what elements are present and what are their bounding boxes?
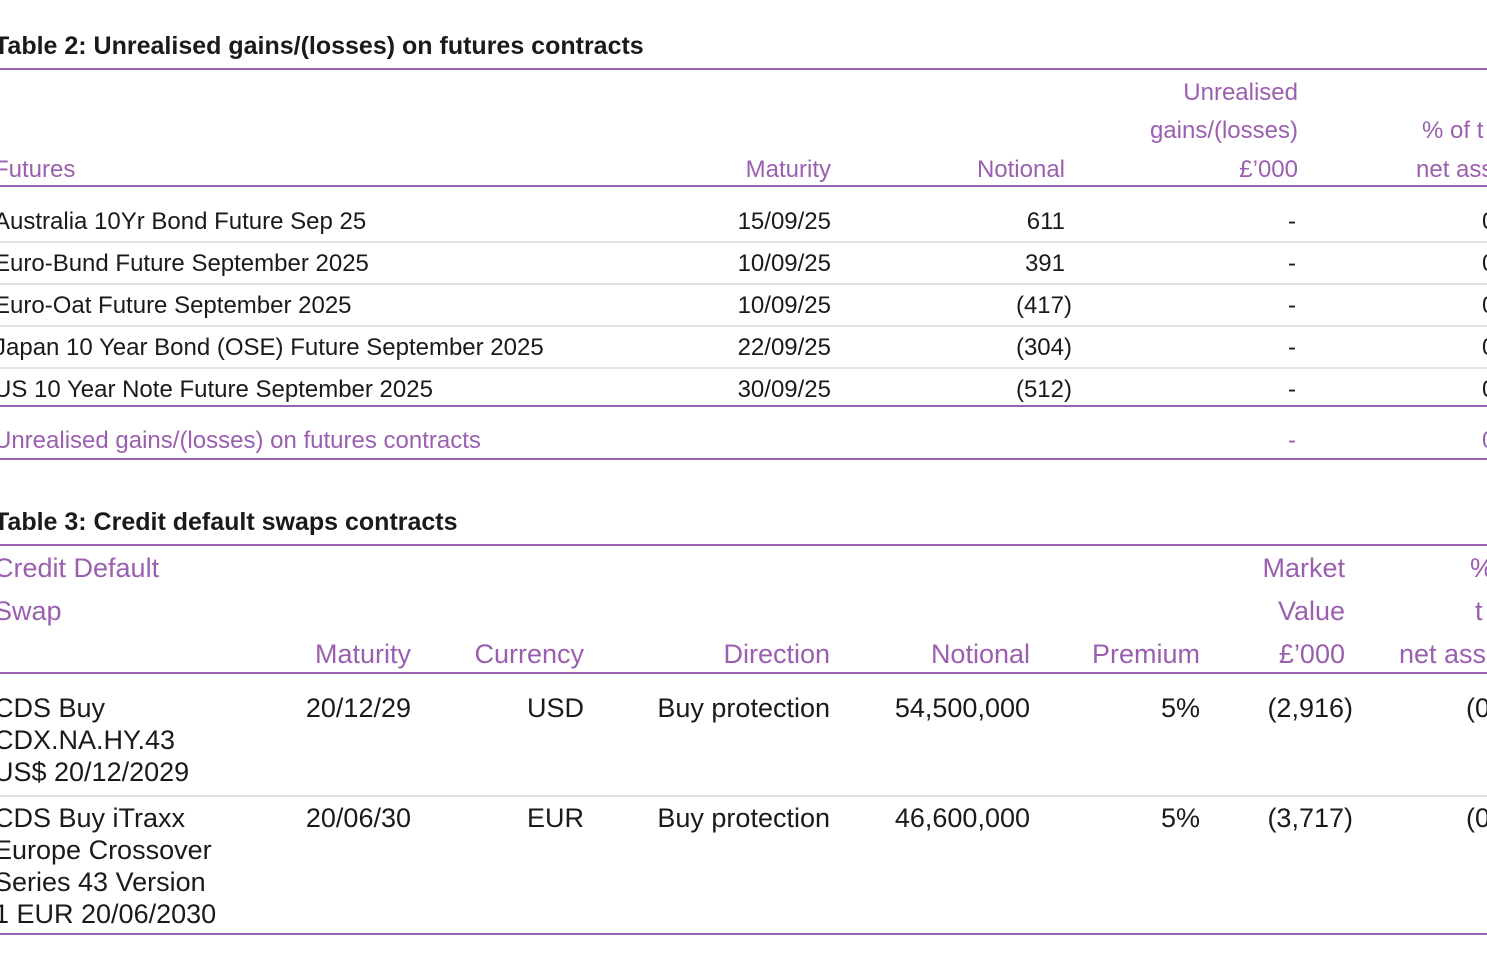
row-name-line: CDS Buy iTraxx: [0, 803, 186, 833]
table2-bottom-rule: [0, 458, 1487, 460]
row-notional: (417): [1015, 292, 1072, 319]
table2-header-unrealised-3: £’000: [1239, 156, 1298, 183]
row-name-line: CDS Buy: [0, 693, 106, 723]
row-notional: (512): [1015, 376, 1072, 403]
table3-header-notional: Notional: [930, 639, 1030, 669]
row-pct: 0: [1482, 292, 1487, 320]
row-name: Japan 10 Year Bond (OSE) Future Septembe…: [0, 334, 544, 361]
total-label: Unrealised gains/(losses) on futures con…: [0, 427, 481, 454]
table3-header-rule: [0, 672, 1487, 674]
row-maturity: 20/12/29: [305, 693, 411, 723]
row-notional: 54,500,000: [894, 693, 1030, 723]
row-currency: USD: [526, 693, 584, 723]
row-divider: [0, 795, 1487, 797]
row-name-line: US$ 20/12/2029: [0, 757, 190, 787]
table3-header-mv-3: £’000: [1278, 639, 1345, 669]
row-premium: 5%: [1160, 693, 1200, 723]
row-pct: 0: [1482, 334, 1487, 362]
table3-header-cds-2: Swap: [0, 596, 62, 626]
table2-header-futures: Futures: [0, 156, 76, 183]
row-unrealised: -: [1288, 208, 1296, 235]
row-direction: Buy protection: [657, 803, 830, 833]
row-name-line: 1 EUR 20/06/2030: [0, 899, 217, 929]
table2-header-notional: Notional: [976, 156, 1065, 183]
table2-top-rule: [0, 68, 1487, 70]
row-name: Euro-Oat Future September 2025: [0, 292, 352, 319]
row-unrealised: -: [1288, 334, 1296, 361]
table2-title: Table 2: Unrealised gains/(losses) on fu…: [0, 32, 644, 60]
table3-header-cds-1: Credit Default: [0, 553, 160, 583]
row-notional: 611: [1026, 208, 1065, 235]
row-maturity: 10/09/25: [737, 292, 831, 319]
row-pct: 0: [1482, 208, 1487, 236]
table3-header-currency: Currency: [474, 639, 584, 669]
table2-header-unrealised-2: gains/(losses): [1149, 117, 1298, 144]
table2-header-maturity: Maturity: [745, 156, 831, 183]
row-currency: EUR: [526, 803, 584, 833]
row-market-value: (2,916): [1267, 693, 1353, 723]
row-pct: 0: [1482, 250, 1487, 278]
row-unrealised: -: [1288, 292, 1296, 319]
table3-total-top-rule: [0, 933, 1487, 935]
row-maturity: 22/09/25: [737, 334, 831, 361]
row-maturity: 20/06/30: [305, 803, 411, 833]
row-divider: [0, 367, 1487, 369]
row-name: US 10 Year Note Future September 2025: [0, 376, 433, 403]
table3-header-pct-1: %: [1470, 553, 1487, 584]
row-maturity: 15/09/25: [737, 208, 831, 235]
row-pct: (0: [1466, 693, 1487, 723]
row-divider: [0, 241, 1487, 243]
row-divider: [0, 325, 1487, 327]
table3-header-maturity: Maturity: [314, 639, 411, 669]
row-notional: 46,600,000: [894, 803, 1030, 833]
table2-header-pct-2: net ass: [1416, 156, 1487, 183]
table2-total-top-rule: [0, 405, 1487, 407]
table3-header-mv-2: Value: [1277, 596, 1345, 626]
row-name-line: Europe Crossover: [0, 835, 212, 865]
row-notional: (304): [1015, 334, 1072, 361]
table2-header-pct-1: % of t: [1422, 117, 1484, 144]
table2-header-unrealised-1: Unrealised: [1183, 79, 1298, 106]
row-divider: [0, 283, 1487, 285]
table2-header-rule: [0, 185, 1487, 187]
table3-header-pct-3: net ass: [1399, 639, 1487, 669]
row-name: Euro-Bund Future September 2025: [0, 250, 369, 277]
row-maturity: 10/09/25: [737, 250, 831, 277]
total-unrealised: -: [1288, 427, 1296, 454]
row-unrealised: -: [1288, 250, 1296, 277]
row-market-value: (3,717): [1267, 803, 1353, 833]
row-name-line: Series 43 Version: [0, 867, 206, 897]
row-name-line: CDX.NA.HY.43: [0, 725, 176, 755]
table3-header-direction: Direction: [723, 639, 830, 669]
table3-title: Table 3: Credit default swaps contracts: [0, 508, 458, 536]
table3-top-rule: [0, 544, 1487, 546]
table3-header-premium: Premium: [1091, 639, 1200, 669]
row-direction: Buy protection: [657, 693, 830, 723]
row-maturity: 30/09/25: [737, 376, 831, 403]
row-pct: 0: [1482, 376, 1487, 404]
table3-header-pct-2: t: [1475, 596, 1483, 626]
row-pct: (0: [1466, 803, 1487, 833]
table3-header-mv-1: Market: [1262, 553, 1345, 583]
row-premium: 5%: [1160, 803, 1200, 833]
total-pct: 0: [1482, 427, 1487, 455]
row-notional: 391: [1024, 250, 1065, 277]
row-unrealised: -: [1288, 376, 1296, 403]
row-name: Australia 10Yr Bond Future Sep 25: [0, 208, 367, 235]
